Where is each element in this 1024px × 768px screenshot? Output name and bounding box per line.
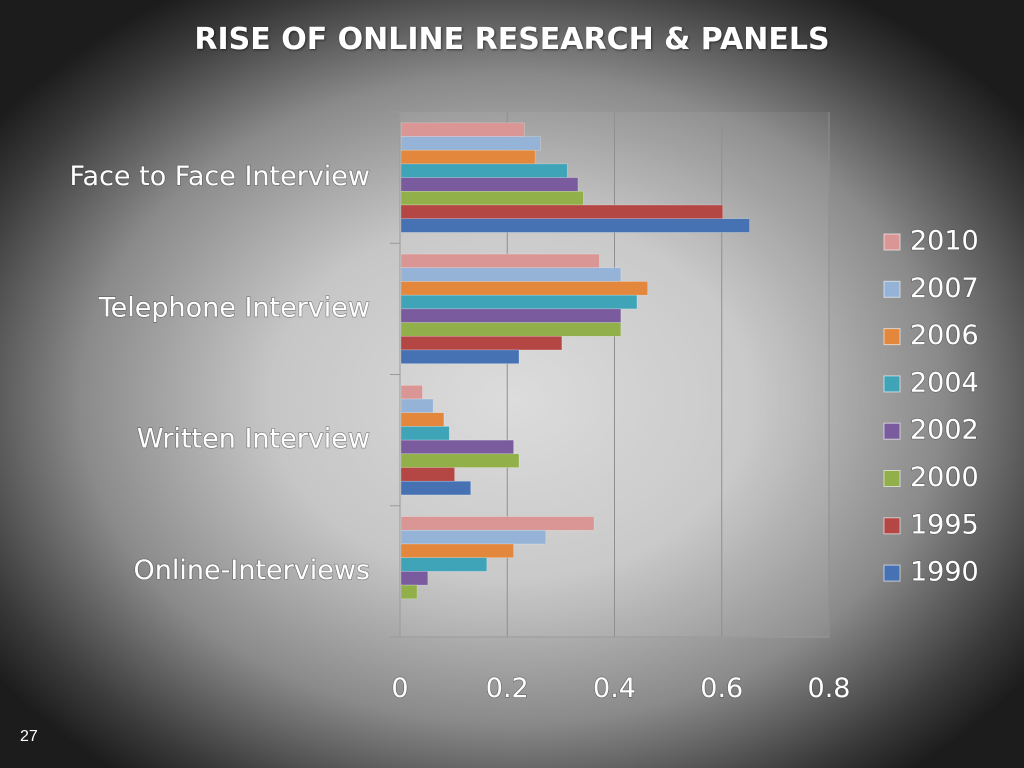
legend-label: 1990 bbox=[910, 557, 979, 588]
x-tick-label: 0.8 bbox=[808, 673, 851, 704]
bar-1990-0 bbox=[400, 218, 750, 233]
legend-swatch bbox=[883, 470, 901, 487]
bar-2002-0 bbox=[400, 177, 579, 192]
category-label: Face to Face Interview bbox=[69, 161, 370, 192]
bar-2000-1 bbox=[400, 322, 622, 337]
bar-2006-3 bbox=[400, 543, 514, 558]
bar-2004-0 bbox=[400, 163, 568, 178]
x-tick-label: 0 bbox=[391, 673, 408, 704]
legend-swatch bbox=[883, 422, 901, 440]
bar-2004-1 bbox=[400, 294, 638, 310]
bar-2002-2 bbox=[400, 439, 514, 455]
legend-swatch bbox=[883, 564, 901, 582]
legend-label: 1995 bbox=[910, 509, 979, 540]
bar-2010-1 bbox=[400, 253, 600, 269]
legend-label: 2010 bbox=[910, 226, 979, 257]
legend-swatch bbox=[883, 233, 901, 251]
legend-swatch bbox=[883, 375, 901, 393]
bar-2000-2 bbox=[400, 453, 520, 468]
bar-1995-2 bbox=[400, 467, 455, 482]
bar-2010-3 bbox=[400, 516, 595, 531]
category-label: Telephone Interview bbox=[98, 292, 370, 323]
x-tick-label: 0.4 bbox=[593, 673, 636, 704]
bar-2007-1 bbox=[400, 267, 622, 282]
x-tick-label: 0.6 bbox=[700, 673, 743, 704]
bar-2006-1 bbox=[400, 281, 648, 296]
slide-title: RISE OF ONLINE RESEARCH & PANELS bbox=[194, 22, 830, 57]
bar-1995-0 bbox=[400, 204, 724, 220]
legend-label: 2007 bbox=[910, 273, 979, 304]
bar-2010-2 bbox=[400, 385, 423, 400]
bar-2007-0 bbox=[400, 136, 541, 151]
category-label: Written Interview bbox=[137, 424, 370, 455]
bar-2007-2 bbox=[400, 398, 434, 414]
bar-2004-2 bbox=[400, 426, 450, 441]
bar-2006-2 bbox=[400, 412, 445, 427]
bar-2000-0 bbox=[400, 191, 584, 206]
category-label: Online-Interviews bbox=[134, 555, 370, 586]
slide-number: 27 bbox=[20, 728, 38, 745]
bar-2000-3 bbox=[400, 584, 418, 600]
legend-label: 2002 bbox=[910, 415, 979, 446]
bar-2002-1 bbox=[400, 308, 622, 323]
x-tick-label: 0.2 bbox=[486, 673, 529, 704]
legend-label: 2006 bbox=[910, 320, 979, 351]
bar-2010-0 bbox=[400, 122, 525, 137]
bar-2002-3 bbox=[400, 571, 429, 586]
legend-swatch bbox=[883, 280, 901, 298]
legend-label: 2000 bbox=[910, 462, 979, 493]
bar-1995-1 bbox=[400, 335, 563, 351]
bar-1990-2 bbox=[400, 480, 472, 496]
bar-1990-1 bbox=[400, 349, 520, 364]
legend-label: 2004 bbox=[910, 367, 979, 398]
legend-swatch bbox=[883, 328, 901, 346]
bar-2004-3 bbox=[400, 557, 488, 572]
legend-swatch bbox=[883, 517, 901, 535]
bar-2006-0 bbox=[400, 149, 536, 165]
bar-2007-3 bbox=[400, 529, 547, 545]
